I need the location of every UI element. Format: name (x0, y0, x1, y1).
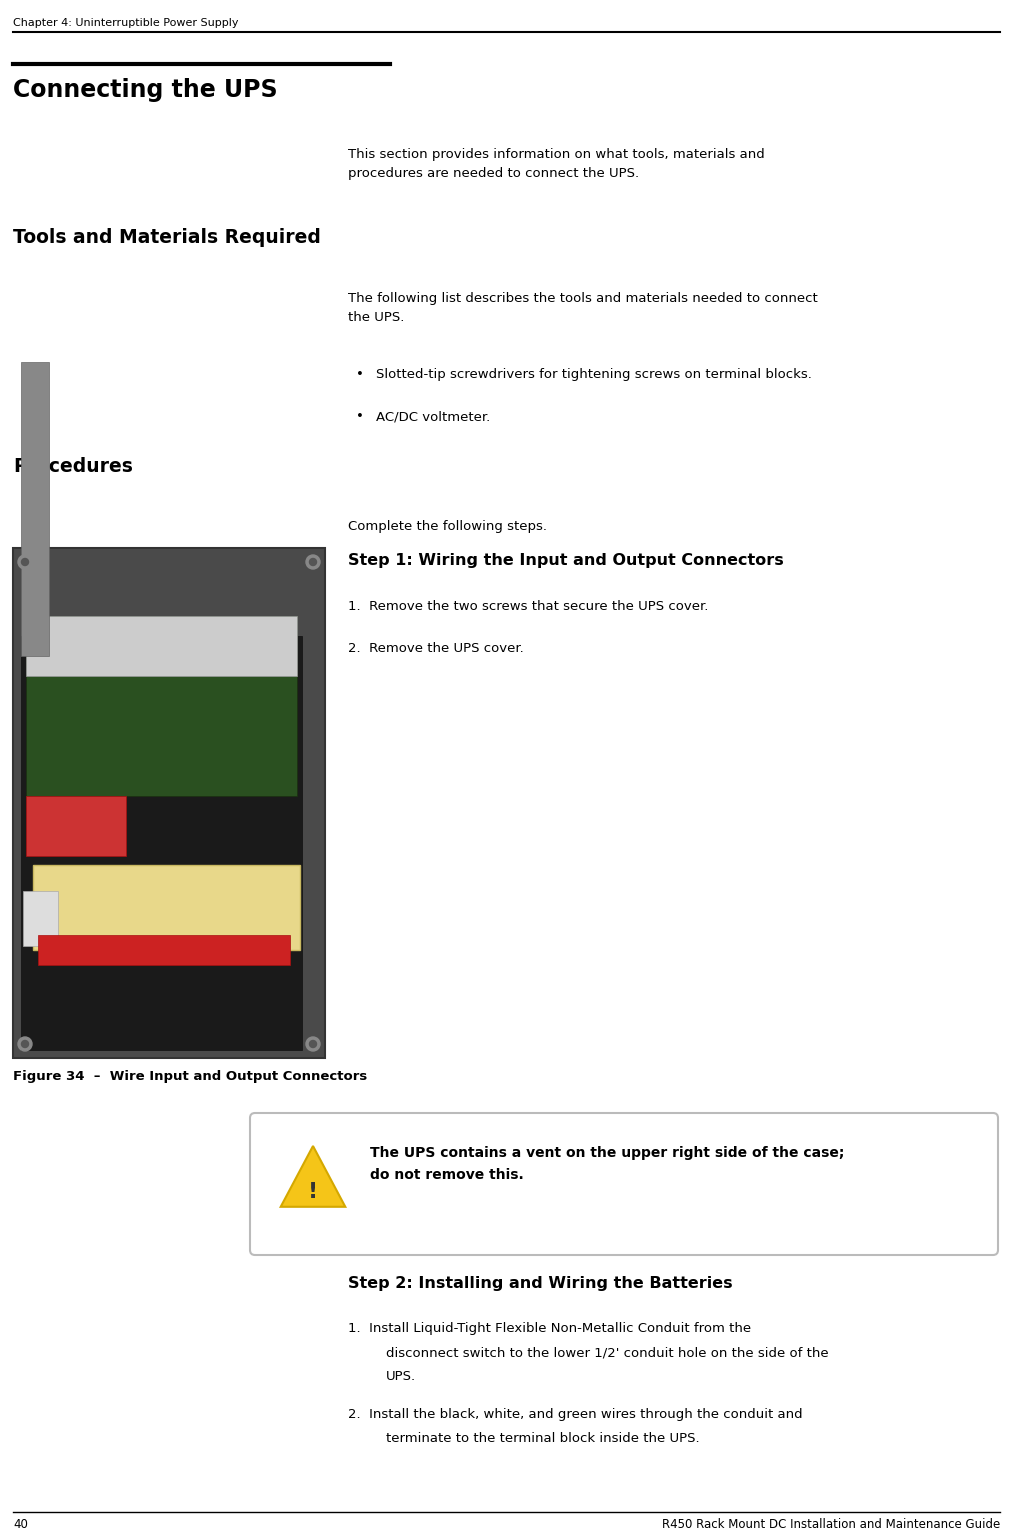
Text: disconnect switch to the lower 1/2' conduit hole on the side of the: disconnect switch to the lower 1/2' cond… (386, 1346, 829, 1360)
Circle shape (21, 1041, 28, 1047)
Text: Figure 34  –  Wire Input and Output Connectors: Figure 34 – Wire Input and Output Connec… (13, 1070, 368, 1083)
Text: Chapter 4: Uninterruptible Power Supply: Chapter 4: Uninterruptible Power Supply (13, 18, 238, 28)
Text: The UPS contains a vent on the upper right side of the case;
do not remove this.: The UPS contains a vent on the upper rig… (370, 1146, 845, 1181)
FancyBboxPatch shape (13, 548, 325, 1058)
Text: •: • (356, 368, 364, 381)
FancyBboxPatch shape (38, 935, 290, 964)
FancyBboxPatch shape (26, 617, 297, 797)
Circle shape (310, 558, 316, 566)
Text: AC/DC voltmeter.: AC/DC voltmeter. (376, 411, 490, 423)
Text: Procedures: Procedures (13, 457, 133, 475)
Circle shape (310, 1041, 316, 1047)
FancyBboxPatch shape (26, 797, 126, 857)
Circle shape (306, 555, 320, 569)
Text: Complete the following steps.: Complete the following steps. (348, 520, 547, 534)
FancyBboxPatch shape (21, 361, 49, 657)
Text: 2.  Remove the UPS cover.: 2. Remove the UPS cover. (348, 641, 524, 655)
Polygon shape (281, 1146, 345, 1207)
Text: Step 2: Installing and Wiring the Batteries: Step 2: Installing and Wiring the Batter… (348, 1277, 732, 1290)
Text: The following list describes the tools and materials needed to connect
the UPS.: The following list describes the tools a… (348, 292, 817, 325)
FancyBboxPatch shape (26, 617, 297, 677)
Text: This section provides information on what tools, materials and
procedures are ne: This section provides information on wha… (348, 148, 765, 180)
Text: Connecting the UPS: Connecting the UPS (13, 78, 278, 102)
Text: 40: 40 (13, 1518, 28, 1530)
FancyBboxPatch shape (250, 1114, 998, 1255)
Text: Slotted-tip screwdrivers for tightening screws on terminal blocks.: Slotted-tip screwdrivers for tightening … (376, 368, 811, 381)
Text: 1.  Install Liquid-Tight Flexible Non-Metallic Conduit from the: 1. Install Liquid-Tight Flexible Non-Met… (348, 1323, 751, 1335)
Text: Step 1: Wiring the Input and Output Connectors: Step 1: Wiring the Input and Output Conn… (348, 554, 784, 568)
Circle shape (21, 558, 28, 566)
Text: Tools and Materials Required: Tools and Materials Required (13, 228, 321, 248)
Text: •: • (356, 411, 364, 423)
Circle shape (306, 1037, 320, 1050)
Text: R450 Rack Mount DC Installation and Maintenance Guide: R450 Rack Mount DC Installation and Main… (661, 1518, 1000, 1530)
Text: 1.  Remove the two screws that secure the UPS cover.: 1. Remove the two screws that secure the… (348, 600, 708, 614)
FancyBboxPatch shape (33, 864, 300, 950)
Text: 2.  Install the black, white, and green wires through the conduit and: 2. Install the black, white, and green w… (348, 1407, 802, 1421)
Circle shape (18, 1037, 32, 1050)
Text: terminate to the terminal block inside the UPS.: terminate to the terminal block inside t… (386, 1432, 700, 1446)
Text: !: ! (308, 1183, 318, 1203)
FancyBboxPatch shape (21, 637, 302, 1050)
Circle shape (18, 555, 32, 569)
Text: UPS.: UPS. (386, 1370, 416, 1383)
FancyBboxPatch shape (23, 891, 58, 946)
